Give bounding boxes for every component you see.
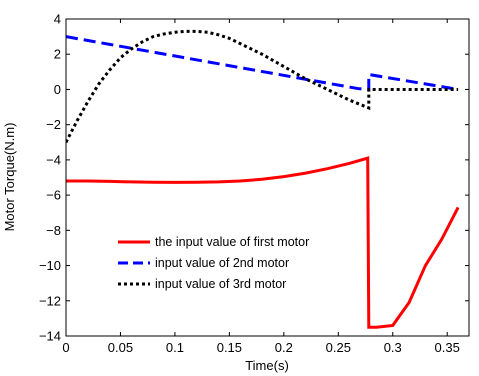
x-axis-title: Time(s) [245,358,289,373]
legend-label-first-motor: the input value of first motor [155,235,309,249]
x-tick-label: 0.1 [166,340,184,355]
plot-frame [65,18,470,337]
x-tick-label: 0.25 [326,340,351,355]
x-tick-label: 0 [62,340,69,355]
x-tick-label: 0.05 [108,340,133,355]
first-motor-line [66,156,460,329]
y-tick-label: 0 [54,82,61,97]
tick-labels-layer: 0 0.05 0.1 0.15 0.2 0.25 0.3 0.35 −14 −12 −10 −8 −6 −… [39,12,460,356]
y-tick-label: 2 [54,47,61,62]
y-axis-title: Motor Torque(N.m) [2,123,17,232]
y-tick-label: −8 [46,223,61,238]
y-tick-label: −10 [39,258,61,273]
y-tick-label: 4 [54,12,61,27]
legend: the input value of first motor input val… [118,235,309,291]
ticks-layer [65,18,469,337]
second-motor-line [66,35,459,92]
y-tick-label: −4 [46,152,61,167]
x-tick-label: 0.35 [435,340,460,355]
x-tick-label: 0.3 [384,340,402,355]
third-motor-line [66,29,459,143]
legend-label-second-motor: input value of 2nd motor [155,256,289,270]
x-tick-label: 0.15 [217,340,242,355]
x-tick-label: 0.2 [275,340,293,355]
y-tick-label: −12 [39,293,61,308]
series-layer [66,29,460,329]
legend-label-third-motor: input value of 3rd motor [155,277,286,291]
y-tick-label: −14 [39,329,61,344]
y-tick-label: −2 [46,117,61,132]
y-tick-label: −6 [46,188,61,203]
